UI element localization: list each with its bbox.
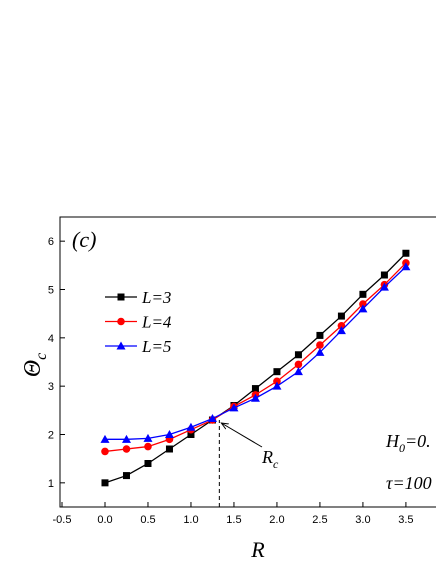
data-point <box>121 434 131 443</box>
x-tick-label: 2.5 <box>312 514 327 526</box>
x-tick-label: -0.5 <box>53 514 72 526</box>
critical-arrow <box>221 423 263 448</box>
data-point <box>294 351 302 359</box>
legend-marker <box>117 293 125 301</box>
y-tick-label: 3 <box>48 381 54 393</box>
critical-label-base: R <box>261 447 273 467</box>
data-point <box>122 445 131 453</box>
data-point <box>315 347 325 356</box>
y-tick-label: 6 <box>48 236 54 248</box>
y-label-base: Θ <box>20 360 46 377</box>
legend-label: L=5 <box>141 337 171 356</box>
data-point <box>359 290 367 298</box>
data-point <box>165 445 173 453</box>
h0-tail: =0. <box>405 431 431 451</box>
y-label-sub: c <box>33 353 50 360</box>
data-point <box>273 377 281 386</box>
data-point <box>101 447 109 456</box>
y-axis-label: Θc <box>20 353 50 377</box>
x-tick-label: 0.0 <box>97 514 112 526</box>
data-point <box>380 271 388 279</box>
data-point <box>293 367 303 376</box>
x-tick-label: 1.5 <box>226 514 241 526</box>
data-point <box>358 304 368 313</box>
y-tick-label: 2 <box>48 430 54 442</box>
y-tick-label: 1 <box>48 478 54 490</box>
data-point <box>336 326 346 335</box>
data-point <box>144 460 152 467</box>
y-tick-label: 5 <box>48 285 54 297</box>
h0-label: H0=0. <box>385 431 431 455</box>
h0-sub: 0 <box>399 441 405 455</box>
legend-label: L=3 <box>141 288 171 307</box>
data-point <box>316 341 324 349</box>
data-point <box>100 434 110 443</box>
data-point <box>316 331 324 339</box>
data-point <box>359 300 367 308</box>
critical-label-sub: c <box>273 457 279 471</box>
data-point <box>251 385 259 393</box>
y-tick-label: 4 <box>48 333 54 345</box>
data-point <box>402 249 410 257</box>
data-point <box>272 381 282 390</box>
data-point <box>250 393 260 402</box>
data-point <box>207 414 217 423</box>
x-tick-label: 3.5 <box>398 514 413 526</box>
panel-label: (c) <box>72 227 96 252</box>
data-point <box>144 442 152 451</box>
legend-marker <box>117 317 125 326</box>
critical-label: Rc <box>261 447 279 471</box>
data-point <box>229 403 239 412</box>
tau-label: τ=100 <box>386 473 432 493</box>
data-point <box>337 321 346 330</box>
data-point <box>294 360 303 369</box>
x-tick-label: 1.0 <box>183 514 198 526</box>
data-point <box>337 312 345 320</box>
data-point <box>401 262 411 271</box>
h0-base: H <box>385 431 400 451</box>
data-point <box>273 368 281 376</box>
x-tick-label: 3.0 <box>355 514 370 526</box>
data-point <box>143 433 153 442</box>
data-point <box>379 282 389 291</box>
data-point <box>122 472 130 480</box>
x-tick-label: 2.0 <box>269 514 284 526</box>
x-axis-label: R <box>250 537 265 562</box>
plot-frame <box>59 216 436 508</box>
data-point <box>187 431 195 438</box>
legend-marker <box>116 341 126 350</box>
legend-label: L=4 <box>141 313 172 332</box>
x-tick-label: 0.5 <box>140 514 155 526</box>
data-point <box>101 479 109 487</box>
data-point <box>186 422 196 431</box>
data-point <box>164 430 174 438</box>
